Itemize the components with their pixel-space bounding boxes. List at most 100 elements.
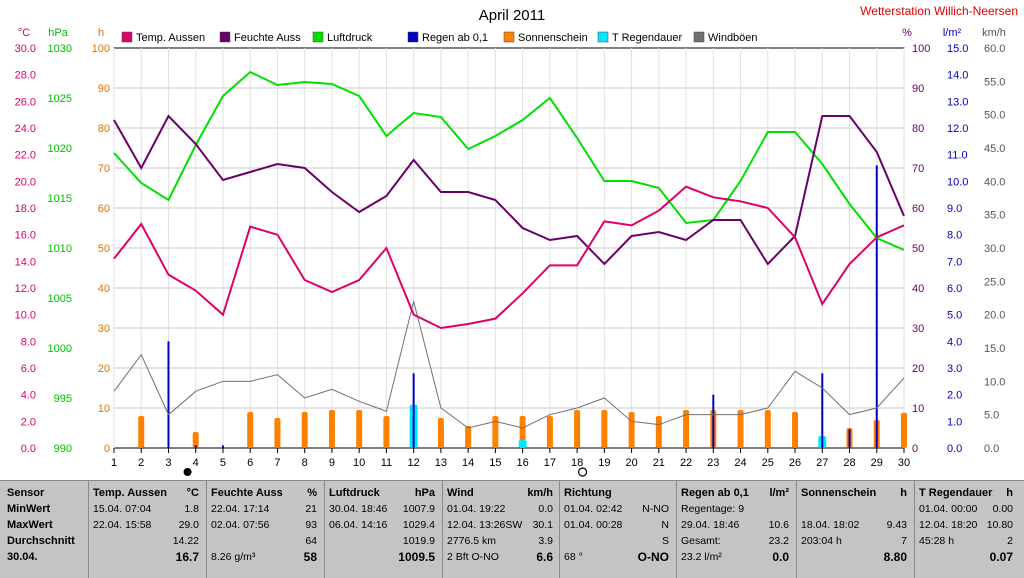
- cell-value: 10.6: [768, 519, 789, 531]
- chart-title: April 2011: [479, 7, 545, 24]
- cell-value: 0.00: [992, 503, 1013, 515]
- column-title: Wind: [447, 487, 474, 499]
- x-tick-label: 15: [489, 457, 501, 469]
- rain-axis-tick-label: 3.0: [947, 363, 962, 375]
- row-label: MinWert: [7, 503, 51, 515]
- wind-axis-unit: km/h: [982, 27, 1006, 39]
- x-tick-label: 5: [220, 457, 226, 469]
- x-tick-label: 20: [625, 457, 637, 469]
- humidity-axis-tick-label: 90: [912, 83, 924, 95]
- sunshine-bar: [465, 426, 472, 448]
- cell-value: 64: [305, 535, 317, 547]
- rain-axis-tick-label: 15.0: [947, 43, 968, 55]
- sunshine-bar: [683, 410, 690, 448]
- cell-info: 02.04. 07:56: [211, 519, 270, 531]
- x-tick-label: 30: [898, 457, 910, 469]
- temp-axis-tick-label: 28.0: [15, 70, 36, 82]
- temp-axis-tick-label: 18.0: [15, 203, 36, 215]
- temp-axis-tick-label: 24.0: [15, 123, 36, 135]
- humidity-line: [113, 114, 905, 266]
- sunshine-bar: [737, 410, 744, 448]
- wind-gust-line: [113, 301, 905, 429]
- pressure-line: [113, 70, 905, 251]
- humidity-axis-unit: %: [902, 27, 912, 39]
- temp-axis-tick-label: 2.0: [21, 416, 36, 428]
- column-title: Luftdruck: [329, 487, 380, 499]
- sunshine-bar: [328, 410, 335, 448]
- rain-axis-tick-label: 2.0: [947, 390, 962, 402]
- legend-label: T Regendauer: [612, 32, 682, 44]
- legend-label: Temp. Aussen: [136, 32, 205, 44]
- temp-axis-tick-label: 0.0: [21, 443, 36, 455]
- x-tick-label: 26: [789, 457, 801, 469]
- temp-axis-tick-label: 12.0: [15, 283, 36, 295]
- cell-value: 0.0: [772, 550, 789, 564]
- wind-axis-tick-label: 20.0: [984, 310, 1005, 322]
- pressure-axis-tick-label: 1000: [48, 343, 72, 355]
- cell-info: 12.04. 18:20: [919, 519, 978, 531]
- column-unit: l/m²: [769, 487, 789, 499]
- x-tick-label: 13: [435, 457, 447, 469]
- x-tick-label: 12: [408, 457, 420, 469]
- rain-axis-tick-label: 13.0: [947, 96, 968, 108]
- cell-value: 7: [901, 535, 907, 547]
- weather-chart: 1 2 3 4 5 6 7 8 9 10 11 12 13 14 15 16 17 18 19 20 21 22 23 24 2…: [15, 4, 1018, 477]
- station-name: Wetterstation Willich-Neersen: [860, 4, 1018, 18]
- x-tick-label: 19: [598, 457, 610, 469]
- wind-axis-tick-label: 0.0: [984, 443, 999, 455]
- pressure-axis-tick-label: 1010: [48, 243, 72, 255]
- column-title: T Regendauer: [919, 487, 993, 499]
- pressure-axis-tick-label: 990: [54, 443, 72, 455]
- hours-axis-tick-label: 60: [98, 203, 110, 215]
- cell-value: 0.0: [538, 503, 553, 515]
- x-tick-label: 23: [707, 457, 719, 469]
- cell-value: N: [661, 519, 669, 531]
- hours-axis-tick-label: 90: [98, 83, 110, 95]
- humidity-axis-tick-label: 50: [912, 243, 924, 255]
- cell-value: 0.07: [989, 550, 1013, 564]
- pressure-axis-tick-label: 995: [54, 393, 72, 405]
- legend-label: Windböen: [708, 32, 758, 44]
- cell-info: 12.04. 13:26SW: [447, 519, 523, 531]
- temp-axis-tick-label: 16.0: [15, 230, 36, 242]
- sunshine-bar: [601, 410, 608, 448]
- legend-swatch: [219, 31, 231, 43]
- row-label: Sensor: [7, 487, 45, 499]
- sunshine-bar: [628, 412, 635, 448]
- sunshine-bar: [492, 416, 499, 448]
- humidity-axis-tick-label: 0: [912, 443, 918, 455]
- humidity-axis-tick-label: 40: [912, 283, 924, 295]
- chart-bars: [138, 165, 907, 448]
- cell-info: 01.04. 19:22: [447, 503, 506, 515]
- x-tick-label: 22: [680, 457, 692, 469]
- wind-axis-tick-label: 15.0: [984, 343, 1005, 355]
- cell-info: 22.04. 17:14: [211, 503, 270, 515]
- rain-axis-tick-label: 1.0: [947, 416, 962, 428]
- cell-value: 6.6: [536, 550, 553, 564]
- temp-axis-tick-label: 6.0: [21, 363, 36, 375]
- sunshine-bar: [192, 432, 199, 448]
- temp-axis-tick-label: 20.0: [15, 176, 36, 188]
- humidity-axis-tick-label: 80: [912, 123, 924, 135]
- wind-axis-tick-label: 35.0: [984, 210, 1005, 222]
- sunshine-bar: [356, 410, 363, 448]
- humidity-axis-tick-label: 100: [912, 43, 930, 55]
- x-tick-label: 3: [165, 457, 171, 469]
- cell-value: 93: [305, 519, 317, 531]
- wind-axis-tick-label: 10.0: [984, 376, 1005, 388]
- temperature-line: [113, 185, 905, 330]
- rain-axis-tick-label: 6.0: [947, 283, 962, 295]
- x-tick-label: 24: [734, 457, 746, 469]
- x-tick-label: 1: [111, 457, 117, 469]
- x-tick-label: 16: [516, 457, 528, 469]
- cell-info: Regentage: 9: [681, 503, 745, 515]
- sunshine-bar: [764, 410, 771, 448]
- x-tick-label: 18: [571, 457, 583, 469]
- table-column: Sonnenschein h 18.04. 18:02 9.43 203:04 h 7 8.…: [796, 481, 913, 578]
- hours-axis-tick-label: 20: [98, 363, 110, 375]
- pressure-axis-tick-label: 1020: [48, 143, 72, 155]
- hours-axis-tick-label: 30: [98, 323, 110, 335]
- wind-axis-tick-label: 40.0: [984, 176, 1005, 188]
- column-unit: h: [900, 487, 907, 499]
- cell-value: 8.80: [883, 550, 907, 564]
